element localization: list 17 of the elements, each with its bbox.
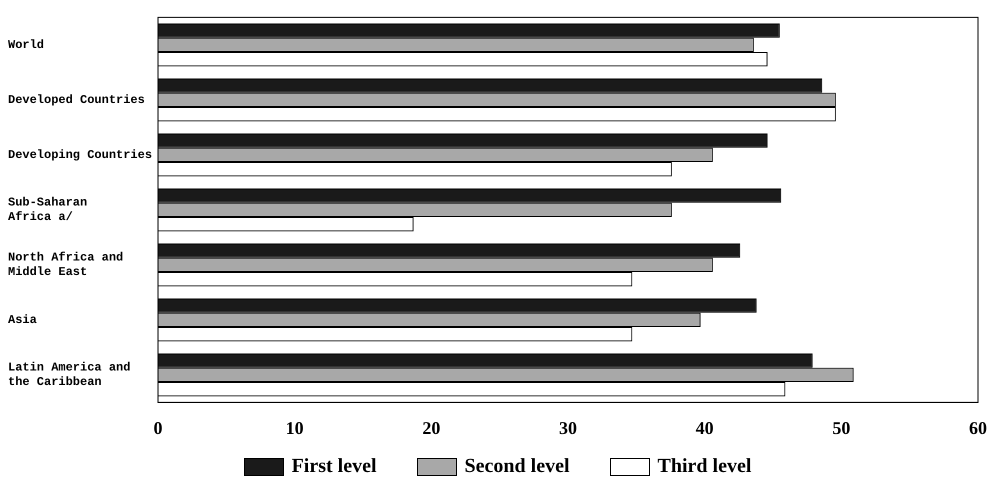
x-tick-label: 60 xyxy=(969,418,987,438)
legend-label: First level xyxy=(292,455,377,478)
y-tick-label: Asia xyxy=(8,312,37,327)
x-tick-label: 0 xyxy=(154,418,163,438)
x-tick-label: 40 xyxy=(696,418,714,438)
y-tick-label: Developing Countries xyxy=(8,148,152,162)
y-tick-label: North Africa and Middle East xyxy=(8,250,124,280)
y-tick-label: Developed Countries xyxy=(8,92,145,107)
x-tick-label: 30 xyxy=(559,418,578,438)
x-tick-label: 20 xyxy=(422,418,440,438)
text: Third level xyxy=(658,455,752,478)
legend-label: Second level xyxy=(464,455,570,478)
x-tick-label: 10 xyxy=(286,418,304,438)
y-tick-label: World xyxy=(8,38,44,52)
x-tick-label: 50 xyxy=(832,418,850,438)
y-tick-label: Latin America and the Caribbean xyxy=(8,360,130,390)
y-tick-label: Sub-Saharan Africa a/ xyxy=(8,196,88,224)
